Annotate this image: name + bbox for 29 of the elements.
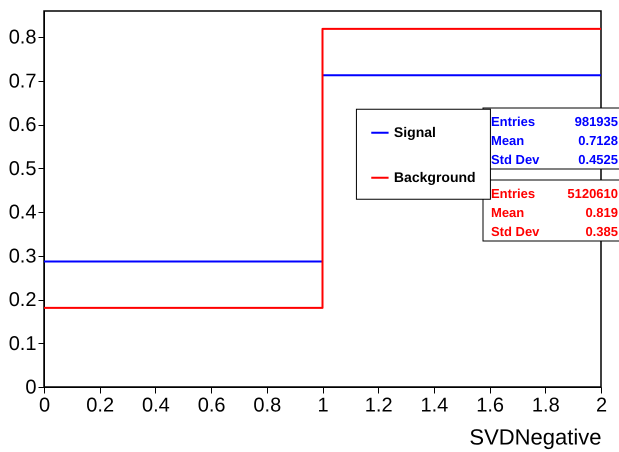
y-tick-label: 0.8 <box>8 26 36 49</box>
y-tick-label: 0.7 <box>8 70 36 92</box>
y-tick-label: 0.3 <box>8 245 36 268</box>
text: Mean 0.819 <box>491 205 618 220</box>
y-tick-label: 0.4 <box>8 202 36 224</box>
x-tick-label: 1.8 <box>532 394 560 416</box>
text: Std Dev 0.385 <box>491 224 618 239</box>
legend-label: Signal <box>394 124 436 140</box>
x-tick-label: 1 <box>317 394 329 416</box>
x-axis-title: SVDNegative <box>469 424 602 450</box>
x-tick-label: 0.4 <box>142 394 170 416</box>
y-tick-label: 0.2 <box>8 289 36 312</box>
legend-label: Background <box>394 168 476 185</box>
text: Mean 0.7128 <box>491 133 618 148</box>
x-tick-label: 0.6 <box>198 394 226 416</box>
x-tick-label: 1.4 <box>420 394 448 416</box>
x-tick-label: 2 <box>596 394 608 416</box>
text: Entries 5120610 <box>491 186 618 201</box>
x-tick-label: 0.8 <box>253 394 282 416</box>
y-tick-label: 0.1 <box>8 332 36 355</box>
text: Entries 981935 <box>491 114 618 129</box>
x-tick-label: 1.2 <box>364 394 393 416</box>
x-tick-label: 1.6 <box>476 394 504 416</box>
x-tick-label: 0 <box>38 394 50 416</box>
text: Std Dev 0.4525 <box>491 152 618 167</box>
x-tick-label: 0.2 <box>86 394 114 416</box>
y-tick-label: 0.5 <box>8 158 36 180</box>
y-tick-label: 0 <box>25 376 36 398</box>
y-tick-label: 0.6 <box>8 114 36 136</box>
